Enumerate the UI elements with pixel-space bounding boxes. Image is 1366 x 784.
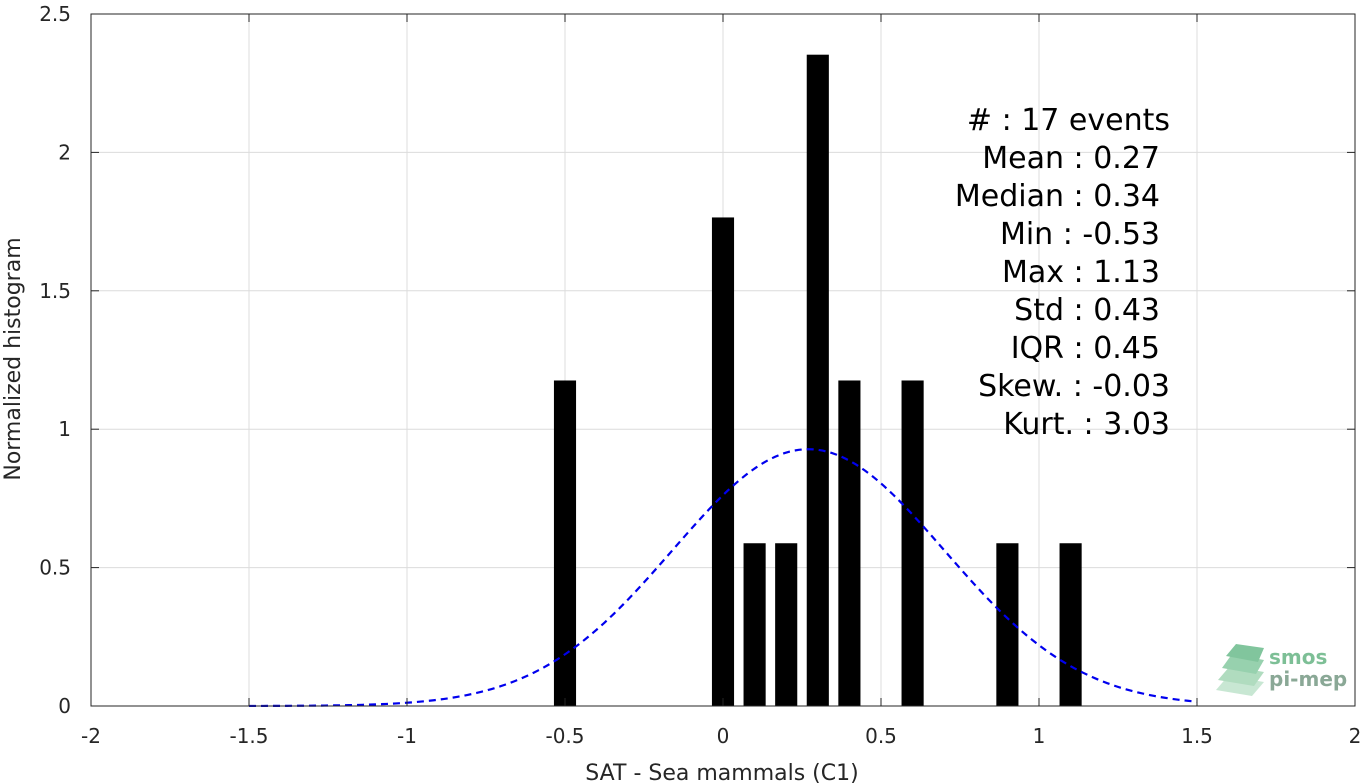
x-tick-label: 0.5 [865,724,897,748]
x-tick-label: 1 [1033,724,1046,748]
histogram-bar [1059,543,1082,706]
stat-skew: Skew. : -0.03 [978,369,1170,404]
x-tick-label: -2 [81,724,101,748]
y-tick-label: 1.5 [39,279,71,303]
stat-min: Min : -0.53 [1000,217,1160,252]
histogram-bar [996,543,1019,706]
histogram-bar [553,380,577,706]
stat-kurt: Kurt. : 3.03 [1003,407,1170,442]
axis-ticks: -2 -1.5 -1 -0.5 0 0.5 1 1.5 2 0 0.5 1 1.5 2 2.5 [39,2,1361,748]
x-axis-label: SAT - Sea mammals (C1) [585,761,858,784]
y-axis-label: Normalized histogram [1,237,26,480]
y-tick-label: 1 [58,417,71,441]
x-tick-label: 2 [1349,724,1362,748]
histogram-bar [775,543,798,706]
stat-iqr: IQR : 0.45 [1011,331,1160,366]
stat-mean: Mean : 0.27 [982,141,1160,176]
histogram-bar [711,217,735,706]
stat-median: Median : 0.34 [955,179,1160,214]
statistics-box: # : 17 events Mean : 0.27 Median : 0.34 … [955,103,1170,442]
y-tick-label: 2 [58,140,71,164]
histogram-bar [838,380,861,706]
smos-pi-mep-logo: smos pi-mep [1216,644,1347,696]
x-tick-label: -1 [397,724,417,748]
y-tick-label: 0 [58,694,71,718]
histogram-bar [901,380,924,706]
histogram-bar [806,54,829,707]
y-tick-label: 2.5 [39,2,71,26]
stat-max: Max : 1.13 [1002,255,1160,290]
histogram-bars [553,54,1082,707]
stat-count: # : 17 events [967,103,1170,138]
x-tick-label: -1.5 [229,724,268,748]
histogram-bar [743,543,766,706]
x-tick-label: 0 [717,724,730,748]
x-tick-label: 1.5 [1181,724,1213,748]
logo-text-line2: pi-mep [1269,667,1347,691]
x-tick-label: -0.5 [545,724,584,748]
logo-layers-icon [1216,644,1264,696]
y-tick-label: 0.5 [39,556,71,580]
logo-text-line1: smos [1269,645,1327,669]
stat-std: Std : 0.43 [1014,293,1160,328]
